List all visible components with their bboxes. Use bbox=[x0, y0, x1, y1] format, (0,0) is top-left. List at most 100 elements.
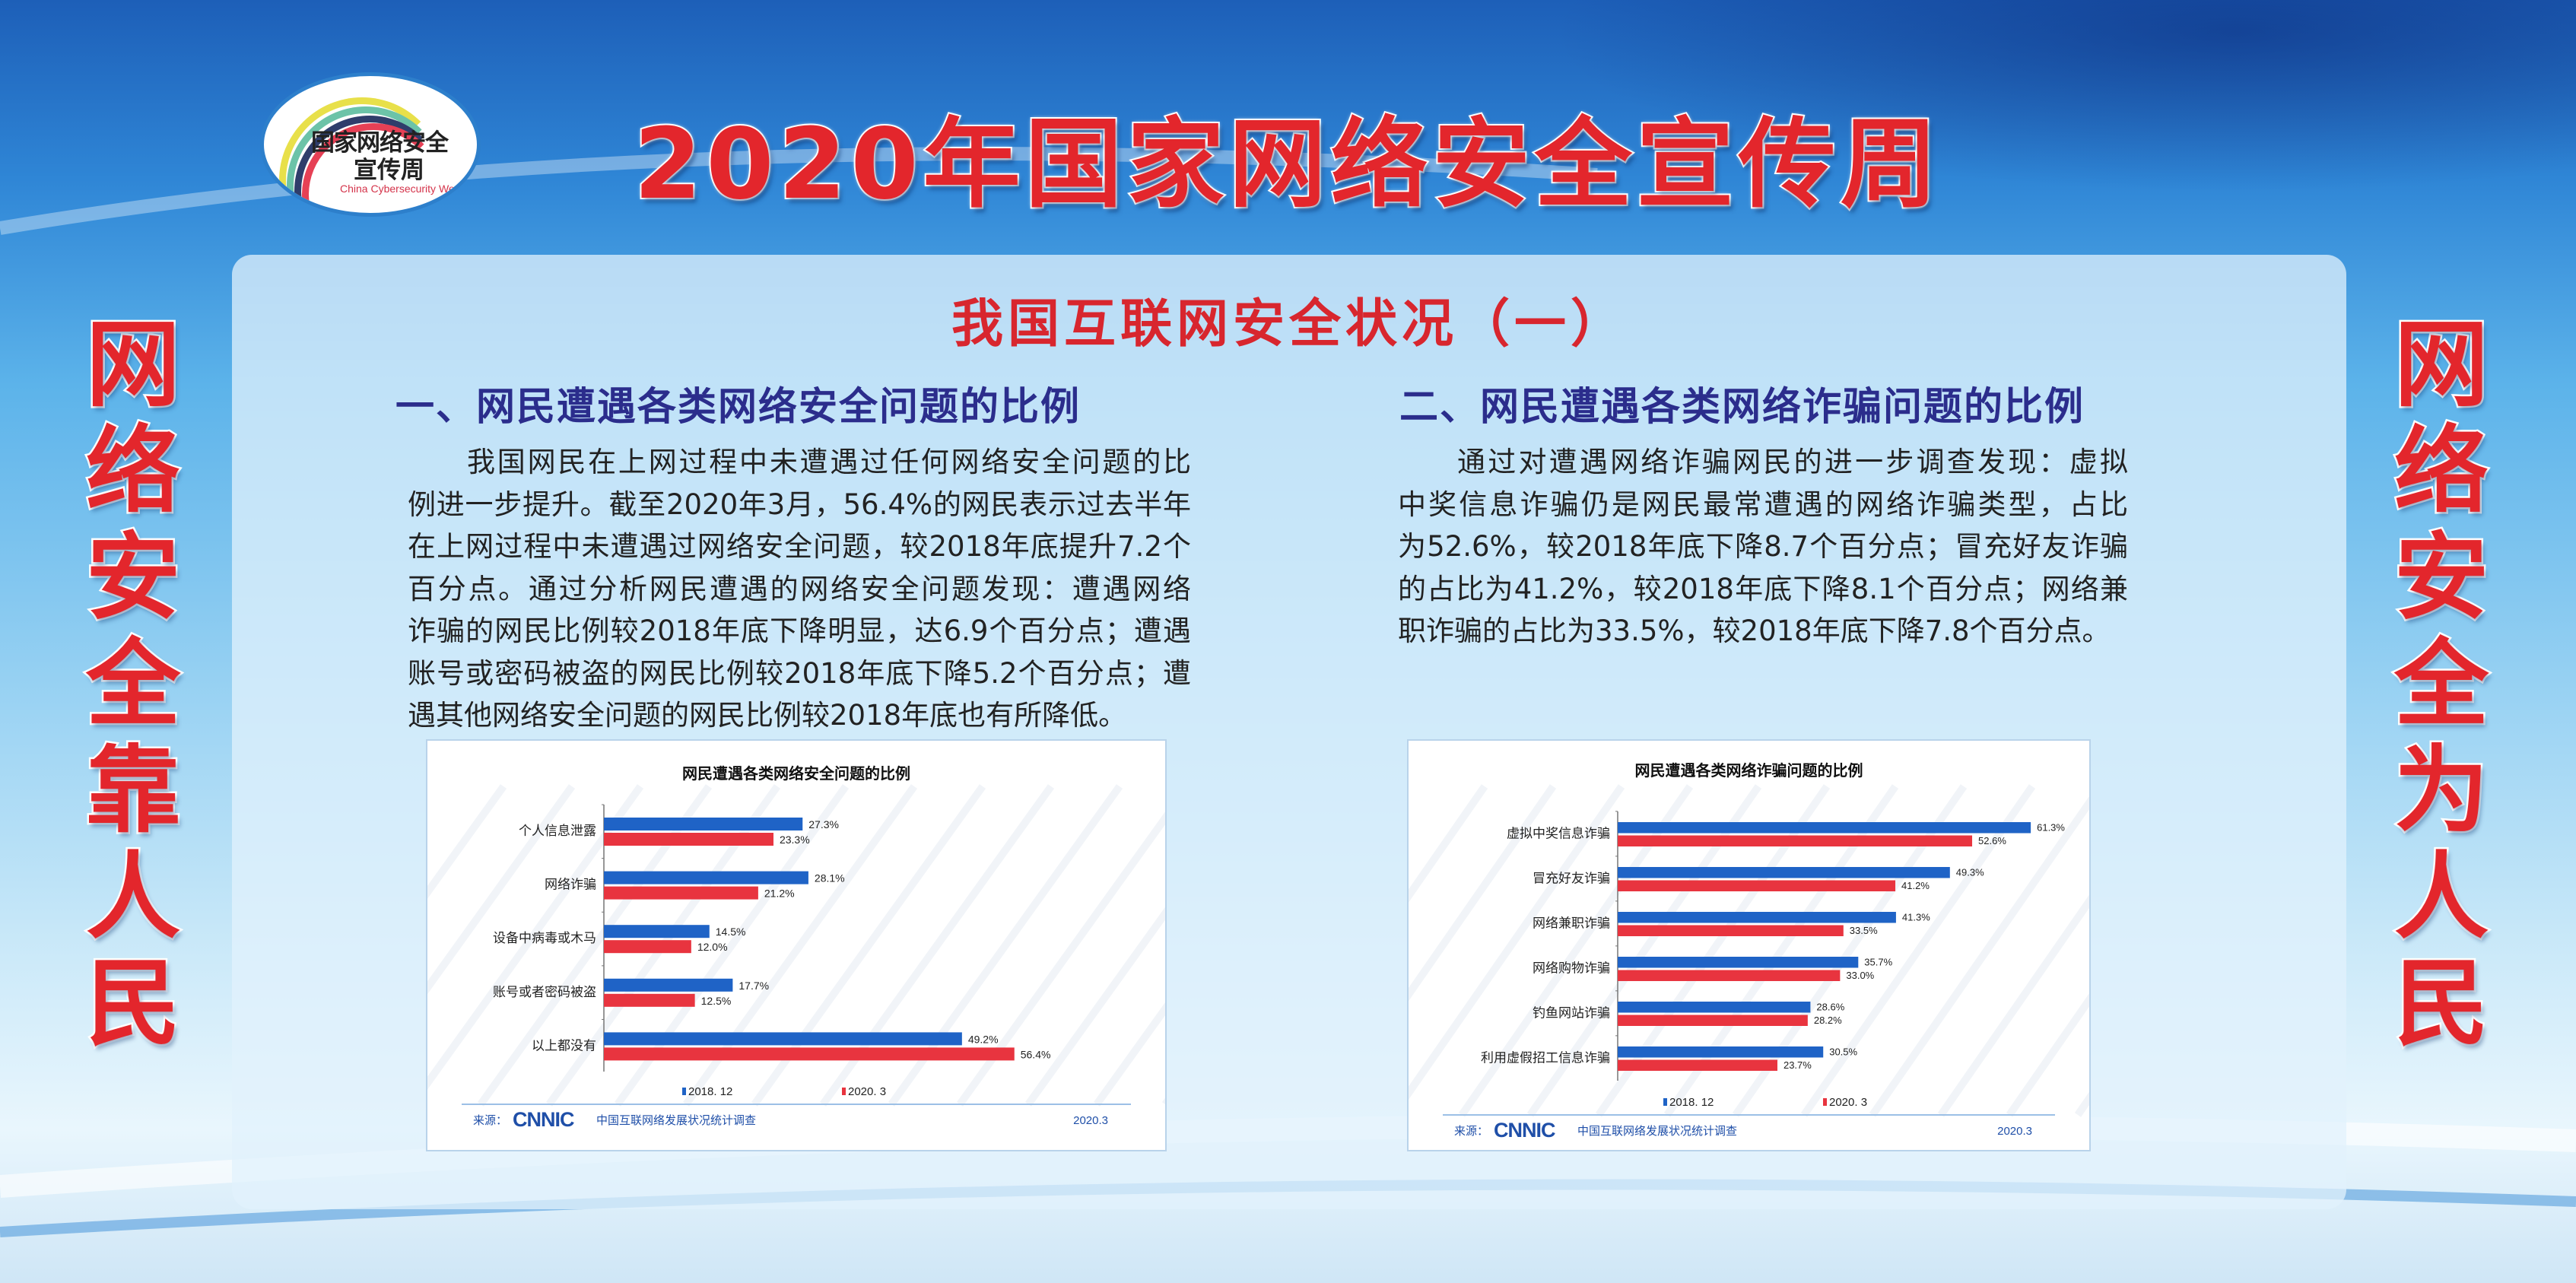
slogan-char: 民 bbox=[2392, 949, 2490, 1059]
data-label: 28.2% bbox=[1814, 1015, 1842, 1026]
chart-title: 网民遭遇各类网络安全问题的比例 bbox=[682, 764, 910, 783]
legend-swatch bbox=[1823, 1098, 1827, 1106]
main-title: 2020年国家网络安全宣传周 bbox=[632, 106, 1942, 223]
logo-text: 宣传周 bbox=[354, 157, 424, 184]
paragraph-line: 的占比为41.2%，较2018年底下降8.1个百分点；网络兼 bbox=[1398, 572, 2128, 605]
category-label: 账号或者密码被盗 bbox=[493, 985, 596, 1000]
paragraph-line: 遇其他网络安全问题的网民比例较2018年底也有所降低。 bbox=[408, 699, 1127, 732]
category-label: 虚拟中奖信息诈骗 bbox=[1507, 827, 1610, 842]
watermark-stripe bbox=[2006, 993, 2089, 1117]
paragraph-line: 例进一步提升。截至2020年3月，56.4%的网民表示过去半年 bbox=[408, 487, 1191, 521]
category-label: 钓鱼网站诈骗 bbox=[1533, 1006, 1610, 1021]
left-slogan: 网络安全靠人民 bbox=[68, 310, 198, 1059]
bar-2018 bbox=[604, 925, 710, 938]
bar-2020 bbox=[604, 993, 695, 1007]
data-label: 23.7% bbox=[1784, 1059, 1812, 1071]
bar-2020 bbox=[604, 886, 758, 900]
category-label: 利用虚假招工信息诈骗 bbox=[1481, 1051, 1610, 1066]
watermark-stripe bbox=[1024, 907, 1165, 1107]
paragraph-line: 诈骗的网民比例较2018年底下降明显，达6.9个百分点；遭遇 bbox=[408, 615, 1191, 647]
legend-label: 2018. 12 bbox=[688, 1085, 732, 1098]
watermark-stripe bbox=[1937, 894, 2089, 1117]
data-label: 49.2% bbox=[968, 1033, 999, 1045]
category-label: 网络兼职诈骗 bbox=[1533, 916, 1610, 932]
slogan-char: 安 bbox=[84, 523, 182, 634]
category-label: 个人信息泄露 bbox=[519, 824, 596, 839]
slogan-char: 人 bbox=[84, 843, 182, 953]
category-label: 网络诈骗 bbox=[545, 878, 596, 893]
watermark-stripe bbox=[1869, 796, 2089, 1117]
slogan-char: 为 bbox=[2392, 736, 2490, 846]
legend-swatch bbox=[682, 1088, 686, 1095]
paragraph-line: 通过对遭遇网络诈骗网民的进一步调查发现：虚拟 bbox=[1457, 446, 2128, 478]
watermark-stripe bbox=[1409, 784, 1625, 1100]
logo-english: China Cybersecurity Week bbox=[340, 183, 466, 195]
data-label: 61.3% bbox=[2037, 822, 2065, 834]
section-paragraph: 我国网民在上网过程中未遭遇过任何网络安全问题的比 例进一步提升。截至2020年3月… bbox=[408, 441, 1191, 737]
data-label: 41.3% bbox=[1902, 912, 1930, 923]
paragraph-line: 在上网过程中未遭遇过网络安全问题，较2018年底提升7.2个 bbox=[408, 530, 1191, 563]
watermark-stripe bbox=[427, 784, 644, 1090]
bar-2018 bbox=[1618, 1046, 1824, 1058]
logo-text: 国家网络安全 bbox=[311, 129, 449, 157]
paragraph-line: 职诈骗的占比为33.5%，较2018年底下降7.8个百分点。 bbox=[1398, 615, 2111, 647]
category-label: 冒充好友诈骗 bbox=[1533, 872, 1610, 887]
slogan-char: 网 bbox=[84, 310, 182, 421]
watermark-stripe bbox=[1093, 1002, 1165, 1107]
data-label: 28.6% bbox=[1816, 1002, 1844, 1013]
watermark-stripe bbox=[2074, 1091, 2089, 1117]
data-label: 33.5% bbox=[1850, 925, 1878, 936]
cybersecurity-week-logo: 国家网络安全 宣传周 China Cybersecurity Week bbox=[260, 72, 481, 217]
data-label: 12.5% bbox=[701, 995, 732, 1007]
category-label: 网络购物诈骗 bbox=[1533, 961, 1610, 977]
data-label: 21.2% bbox=[764, 888, 795, 900]
paragraph-line: 百分点。通过分析网民遭遇的网络安全问题发现：遭遇网络 bbox=[408, 572, 1191, 605]
section-heading: 二、网民遭遇各类网络诈骗问题的比例 bbox=[1399, 385, 2085, 430]
bar-2020 bbox=[1618, 835, 1973, 846]
data-label: 12.0% bbox=[697, 941, 728, 953]
data-label: 27.3% bbox=[808, 818, 839, 830]
slogan-char: 安 bbox=[2392, 523, 2490, 634]
paragraph-line: 为52.6%，较2018年底下降8.7个百分点；冒充好友诈骗 bbox=[1398, 530, 2128, 563]
bar-2020 bbox=[1618, 925, 1844, 936]
slogan-char: 全 bbox=[2392, 630, 2490, 740]
data-label: 41.2% bbox=[1901, 880, 1930, 891]
data-label: 33.0% bbox=[1846, 970, 1874, 981]
bar-2018 bbox=[1618, 822, 2031, 834]
bar-2020 bbox=[604, 1047, 1015, 1061]
paragraph-line: 中奖信息诈骗仍是网民最常遭遇的网络诈骗类型，占比 bbox=[1398, 487, 2128, 521]
watermark-stripe bbox=[427, 784, 507, 899]
source-text: 中国互联网络发展状况统计调查 bbox=[1577, 1124, 1737, 1138]
fraud-problems-chart: 网民遭遇各类网络诈骗问题的比例 虚拟中奖信息诈骗 61.3% 52.6% 冒充好友诈骗 4… bbox=[1407, 739, 2091, 1151]
data-label: 56.4% bbox=[1021, 1048, 1051, 1060]
slogan-char: 民 bbox=[84, 949, 182, 1059]
bar-2020 bbox=[1618, 880, 1896, 891]
slogan-char: 人 bbox=[2392, 843, 2490, 953]
data-label: 30.5% bbox=[1829, 1046, 1857, 1058]
section-paragraph: 通过对遭遇网络诈骗网民的进一步调查发现：虚拟中奖信息诈骗仍是网民最常遭遇的网络诈… bbox=[1398, 441, 2128, 653]
category-label: 以上都没有 bbox=[532, 1038, 596, 1053]
source-label: 来源： bbox=[473, 1113, 507, 1127]
logo-arc bbox=[279, 97, 445, 213]
legend-swatch bbox=[842, 1088, 846, 1095]
category-label: 设备中病毒或木马 bbox=[493, 931, 596, 946]
legend-label: 2018. 12 bbox=[1669, 1096, 1714, 1109]
background-wave bbox=[0, 147, 1598, 235]
right-slogan: 网络安全为人民 bbox=[2377, 310, 2506, 1059]
bar-2020 bbox=[1618, 1059, 1777, 1071]
bar-2018 bbox=[1618, 867, 1950, 878]
slogan-char: 网 bbox=[2392, 310, 2490, 421]
bar-2018 bbox=[1618, 912, 1896, 923]
legend-label: 2020. 3 bbox=[848, 1085, 886, 1098]
chart-title: 网民遭遇各类网络诈骗问题的比例 bbox=[1635, 761, 1863, 780]
cnnic-logo: CNNIC bbox=[1494, 1119, 1555, 1142]
source-date: 2020.3 bbox=[1997, 1125, 2032, 1138]
bar-2020 bbox=[1618, 1015, 1808, 1026]
source-date: 2020.3 bbox=[1073, 1114, 1108, 1127]
bar-2018 bbox=[604, 1032, 962, 1046]
bar-2020 bbox=[604, 833, 773, 846]
slogan-char: 络 bbox=[2392, 417, 2490, 527]
slogan-char: 靠 bbox=[84, 736, 182, 846]
watermark-stripe bbox=[1409, 784, 1557, 1002]
